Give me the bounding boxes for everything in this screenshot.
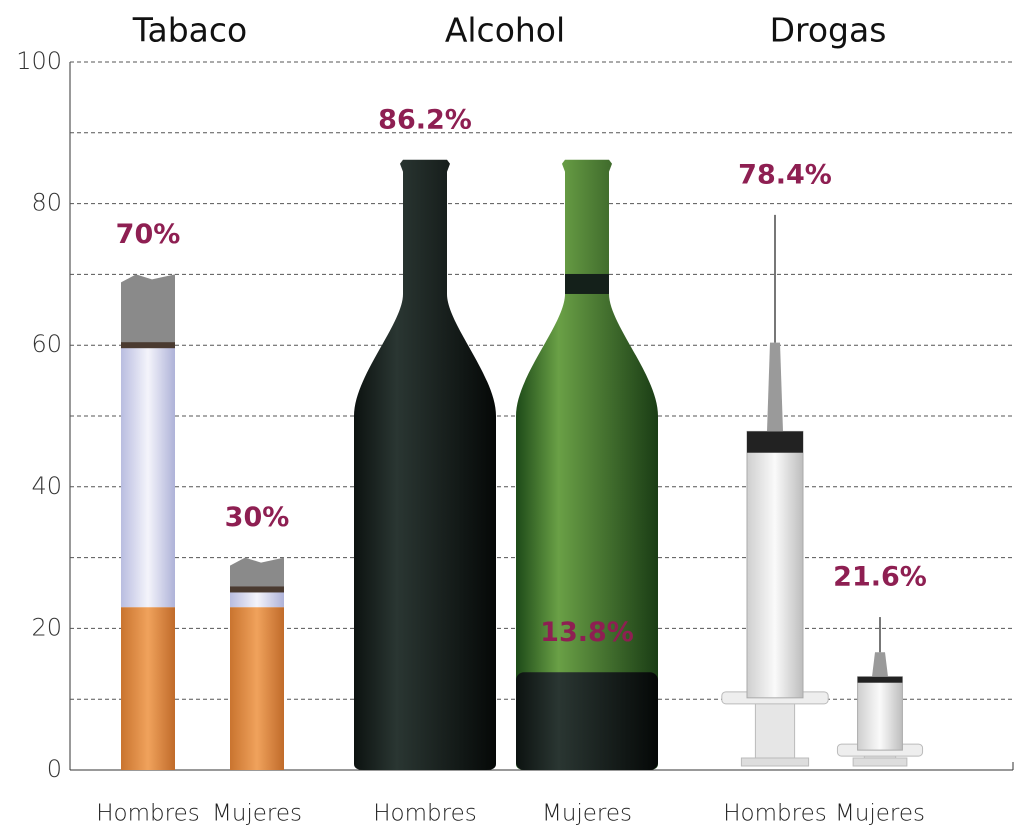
y-tick-label: 40 bbox=[31, 472, 62, 500]
x-tick-label: Hombres bbox=[373, 801, 476, 827]
syringe bbox=[721, 214, 829, 767]
syringe-part bbox=[857, 676, 903, 683]
y-tick-label: 0 bbox=[47, 755, 62, 783]
cigarette-part bbox=[230, 586, 284, 593]
cigarette-part bbox=[121, 274, 175, 346]
bottle bbox=[354, 159, 496, 771]
cigarette-part bbox=[121, 345, 175, 608]
syringe-part bbox=[754, 697, 796, 767]
syringe-part bbox=[767, 342, 783, 432]
syringe bbox=[836, 617, 924, 767]
cigarette-part bbox=[121, 607, 175, 770]
bottle-glass bbox=[516, 159, 658, 771]
group-title: Tabaco bbox=[132, 11, 247, 50]
cigarette-part bbox=[230, 589, 284, 608]
value-label: 21.6% bbox=[833, 562, 927, 593]
value-label: 86.2% bbox=[378, 104, 472, 135]
cigarette bbox=[121, 274, 175, 770]
x-tick-label: Mujeres bbox=[212, 801, 302, 827]
value-label: 78.4% bbox=[738, 159, 832, 190]
syringe-part bbox=[740, 757, 810, 767]
x-tick-label: Mujeres bbox=[542, 801, 632, 827]
cigarette-part bbox=[121, 342, 175, 349]
syringe-part bbox=[746, 430, 804, 699]
y-tick-label: 60 bbox=[31, 330, 62, 358]
cigarette bbox=[230, 557, 284, 770]
y-tick-label: 20 bbox=[31, 613, 62, 641]
cigarette-part bbox=[230, 557, 284, 590]
value-label: 30% bbox=[225, 502, 290, 533]
group-title: Drogas bbox=[770, 11, 887, 50]
x-tick-label: Hombres bbox=[723, 801, 826, 827]
syringe-part bbox=[747, 431, 803, 453]
group-title: Alcohol bbox=[445, 11, 565, 50]
x-tick-label: Mujeres bbox=[835, 801, 925, 827]
syringe-part bbox=[857, 676, 903, 751]
x-tick-label: Hombres bbox=[96, 801, 199, 827]
value-label: 70% bbox=[116, 219, 181, 250]
y-tick-label: 100 bbox=[16, 47, 62, 75]
syringe-part bbox=[852, 757, 908, 767]
bottle-neck-foil bbox=[565, 273, 609, 294]
syringe-part bbox=[872, 652, 888, 677]
cigarette-part bbox=[230, 607, 284, 770]
value-label: 13.8% bbox=[540, 617, 634, 648]
y-tick-label: 80 bbox=[31, 189, 62, 217]
bottle-fill bbox=[516, 672, 658, 770]
